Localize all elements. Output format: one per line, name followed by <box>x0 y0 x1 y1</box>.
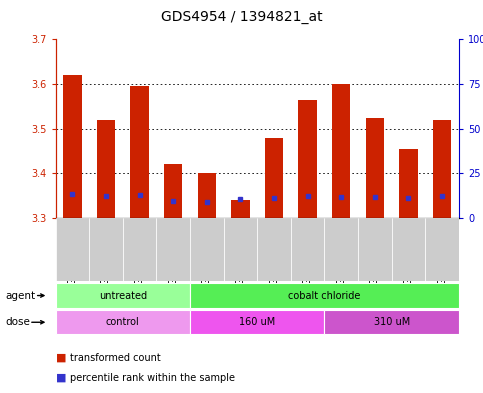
Text: untreated: untreated <box>99 291 147 301</box>
FancyBboxPatch shape <box>123 218 156 281</box>
Bar <box>63 75 82 218</box>
Bar <box>130 86 149 218</box>
FancyBboxPatch shape <box>56 310 190 334</box>
Text: dose: dose <box>6 317 31 327</box>
FancyBboxPatch shape <box>224 218 257 281</box>
Text: 310 uM: 310 uM <box>373 317 410 327</box>
FancyBboxPatch shape <box>325 310 459 334</box>
Bar <box>265 138 283 218</box>
FancyBboxPatch shape <box>291 218 325 281</box>
Text: 160 uM: 160 uM <box>239 317 275 327</box>
Bar <box>231 200 250 218</box>
Bar <box>399 149 418 218</box>
Bar <box>198 173 216 218</box>
FancyBboxPatch shape <box>156 218 190 281</box>
FancyBboxPatch shape <box>325 218 358 281</box>
Text: ■: ■ <box>56 373 66 383</box>
FancyBboxPatch shape <box>257 218 291 281</box>
FancyBboxPatch shape <box>56 218 89 281</box>
Bar <box>298 100 317 218</box>
FancyBboxPatch shape <box>392 218 425 281</box>
Text: percentile rank within the sample: percentile rank within the sample <box>70 373 235 383</box>
FancyBboxPatch shape <box>190 283 459 308</box>
Text: ■: ■ <box>56 353 66 363</box>
Bar <box>332 84 351 218</box>
Text: agent: agent <box>6 290 36 301</box>
Text: GDS4954 / 1394821_at: GDS4954 / 1394821_at <box>161 10 322 24</box>
FancyBboxPatch shape <box>190 218 224 281</box>
Bar <box>97 120 115 218</box>
FancyBboxPatch shape <box>190 310 325 334</box>
Text: cobalt chloride: cobalt chloride <box>288 291 361 301</box>
FancyBboxPatch shape <box>89 218 123 281</box>
FancyBboxPatch shape <box>358 218 392 281</box>
FancyBboxPatch shape <box>56 283 190 308</box>
Bar <box>164 164 183 218</box>
Text: transformed count: transformed count <box>70 353 161 363</box>
Bar <box>433 120 451 218</box>
FancyBboxPatch shape <box>425 218 459 281</box>
Text: control: control <box>106 317 140 327</box>
Bar <box>366 118 384 218</box>
